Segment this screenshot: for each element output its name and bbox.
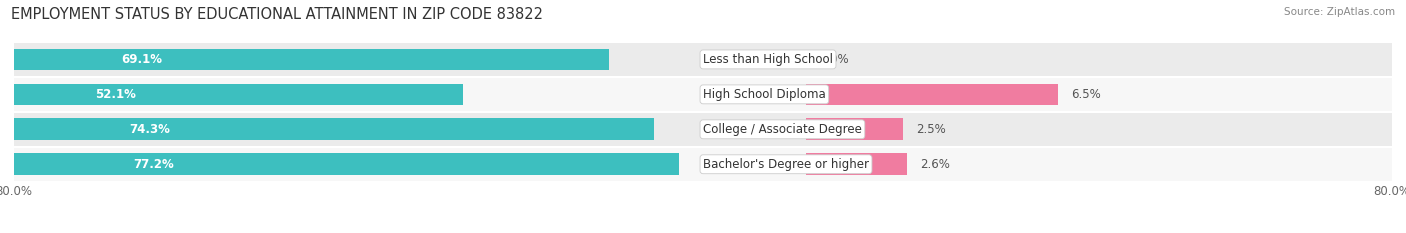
Text: 6.5%: 6.5% <box>1071 88 1101 101</box>
Text: 0.0%: 0.0% <box>820 53 849 66</box>
Bar <box>14 77 1392 112</box>
Text: Source: ZipAtlas.com: Source: ZipAtlas.com <box>1284 7 1395 17</box>
Text: Less than High School: Less than High School <box>703 53 832 66</box>
Text: 52.1%: 52.1% <box>94 88 136 101</box>
Text: 74.3%: 74.3% <box>129 123 170 136</box>
Bar <box>807 118 903 140</box>
Bar <box>807 154 907 175</box>
Text: 2.6%: 2.6% <box>920 158 950 171</box>
Bar <box>14 49 609 70</box>
Bar <box>14 84 463 105</box>
Text: 69.1%: 69.1% <box>121 53 162 66</box>
Bar <box>807 84 1059 105</box>
Text: College / Associate Degree: College / Associate Degree <box>703 123 862 136</box>
Text: High School Diploma: High School Diploma <box>703 88 825 101</box>
Bar <box>14 42 1392 77</box>
Bar <box>14 112 1392 147</box>
Bar <box>14 118 654 140</box>
Text: 2.5%: 2.5% <box>917 123 946 136</box>
Text: EMPLOYMENT STATUS BY EDUCATIONAL ATTAINMENT IN ZIP CODE 83822: EMPLOYMENT STATUS BY EDUCATIONAL ATTAINM… <box>11 7 543 22</box>
Text: 77.2%: 77.2% <box>134 158 174 171</box>
Bar <box>14 147 1392 182</box>
Bar <box>14 154 679 175</box>
Text: Bachelor's Degree or higher: Bachelor's Degree or higher <box>703 158 869 171</box>
